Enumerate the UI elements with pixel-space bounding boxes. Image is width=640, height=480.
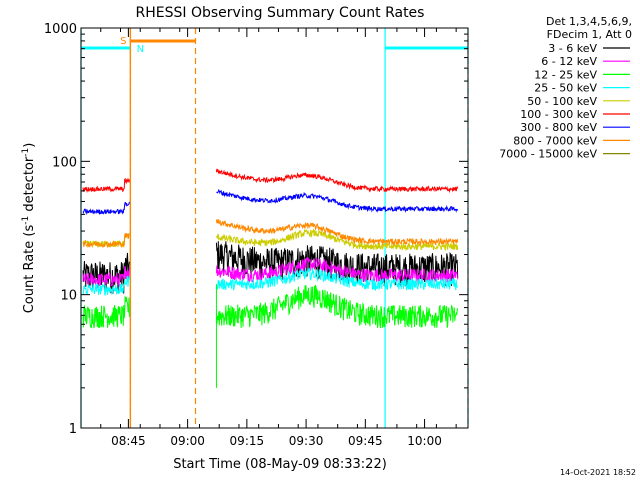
series-line-2: [82, 284, 459, 329]
series-line-3: [82, 268, 459, 296]
legend-label-6: 300 - 800 keV: [520, 121, 597, 134]
plot-frame: [80, 27, 469, 429]
y-tick-label-3: 1000: [44, 22, 77, 37]
footer-timestamp: 14-Oct-2021 18:52: [560, 468, 636, 477]
legend-label-8: 7000 - 15000 keV: [499, 148, 597, 161]
x-tick-label-3: 09:30: [289, 434, 324, 448]
x-tick-label-5: 10:00: [407, 434, 442, 448]
y-tick-label-2: 100: [52, 155, 77, 170]
y-tick-label-1: 10: [60, 289, 77, 304]
legend: Det 1,3,4,5,6,9, FDecim 1, Att 0 3 - 6 k…: [499, 15, 632, 161]
saa-label: S: [120, 36, 126, 47]
series-line-7: [82, 219, 459, 249]
legend-header-line-2: FDecim 1, Att 0: [547, 28, 632, 41]
x-axis-label: Start Time (08-May-09 08:33:22): [173, 457, 387, 472]
legend-label-4: 50 - 100 keV: [527, 95, 597, 108]
axes: [80, 27, 469, 429]
series-layer: [82, 168, 459, 388]
y-tick-label-0: 1: [69, 422, 77, 437]
x-axis-ticks: 08:45 09:00 09:15 09:30 09:45 10:00: [80, 28, 457, 448]
chart-title: RHESSI Observing Summary Count Rates: [136, 5, 425, 21]
series-line-5: [82, 168, 459, 194]
x-tick-label-2: 09:15: [230, 434, 265, 448]
night-label: N: [137, 44, 144, 55]
legend-label-2: 12 - 25 keV: [534, 68, 597, 81]
legend-label-5: 100 - 300 keV: [520, 108, 597, 121]
legend-header-line-1: Det 1,3,4,5,6,9,: [546, 15, 632, 28]
legend-label-7: 800 - 7000 keV: [513, 134, 597, 147]
legend-label-0: 3 - 6 keV: [548, 42, 597, 55]
y-axis-label: Count Rate (s-1 detector-1): [21, 143, 37, 314]
y-axis-ticks: 1 10 100 1000: [44, 22, 468, 437]
legend-label-3: 25 - 50 keV: [534, 82, 597, 95]
series-line-1: [82, 257, 459, 287]
x-tick-label-4: 09:45: [348, 434, 383, 448]
series-line-6: [82, 188, 459, 216]
x-tick-label-1: 09:00: [170, 434, 205, 448]
x-tick-label-0: 08:45: [111, 434, 146, 448]
legend-label-1: 6 - 12 keV: [541, 55, 597, 68]
